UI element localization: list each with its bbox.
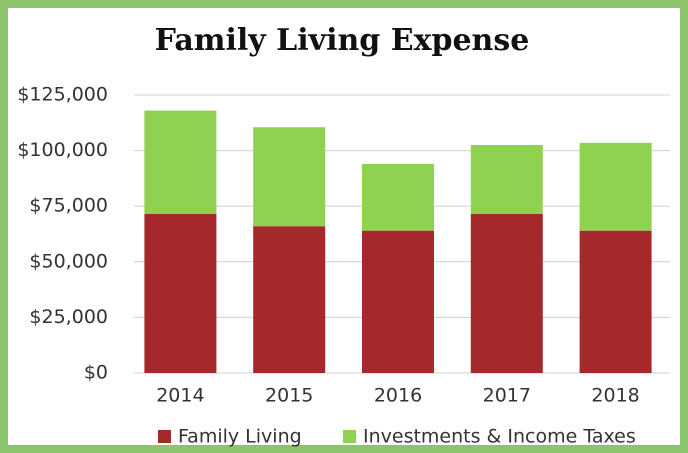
chart-title: Family Living Expense (155, 23, 530, 58)
x-tick-label: 2014 (156, 385, 204, 407)
y-tick-label: $25,000 (29, 306, 108, 328)
y-tick-label: $125,000 (17, 84, 108, 106)
legend-swatch (158, 430, 171, 443)
legend-label: Family Living (178, 426, 302, 448)
x-tick-label: 2015 (265, 385, 313, 407)
bar-segment (144, 110, 217, 214)
y-tick-label: $0 (84, 362, 108, 384)
legend-label: Investments & Income Taxes (363, 426, 636, 448)
bar-segment (362, 163, 434, 231)
x-tick-label: 2018 (591, 385, 639, 407)
bar-segment (470, 145, 543, 214)
bar-segment (253, 226, 326, 373)
x-tick-label: 2016 (374, 385, 422, 407)
y-tick-label: $50,000 (29, 250, 108, 272)
bar-segment (470, 213, 543, 373)
bar-segment (362, 230, 434, 373)
y-tick-label: $75,000 (29, 195, 108, 217)
x-tick-label: 2017 (483, 385, 531, 407)
bar-segment (253, 127, 326, 227)
y-tick-label: $100,000 (17, 139, 108, 161)
panel (8, 8, 680, 445)
bar-segment (579, 230, 652, 373)
bar-segment (144, 213, 217, 373)
legend-swatch (343, 430, 356, 443)
bar-segment (579, 142, 652, 231)
